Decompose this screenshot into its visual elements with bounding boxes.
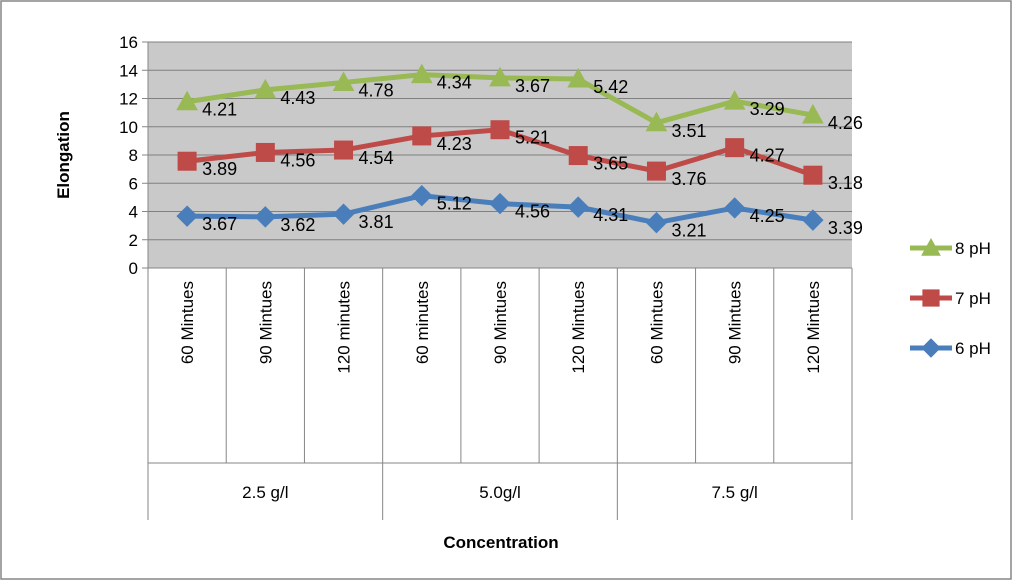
data-label-8ph: 4.43 [280,88,315,108]
y-tick-label: 4 [129,203,138,222]
point-8ph [723,90,746,110]
data-label-8ph: 4.34 [437,73,472,93]
y-tick-label: 6 [129,174,138,193]
point-6ph [645,211,668,234]
point-7ph [725,138,745,158]
data-label-7ph: 4.27 [750,146,785,166]
data-label-7ph: 4.56 [280,150,315,170]
point-8ph [645,111,668,132]
data-label-6ph: 3.67 [202,214,237,234]
data-label-8ph: 4.21 [202,100,237,120]
data-label-8ph: 3.51 [671,121,706,141]
data-label-8ph: 3.29 [750,99,785,119]
point-7ph [255,142,275,162]
y-tick-label: 10 [119,118,138,137]
data-label-7ph: 3.76 [671,169,706,189]
y-tick-label: 16 [119,33,138,52]
point-6ph [489,192,511,215]
point-8ph [567,67,590,88]
point-6ph [723,197,746,219]
y-axis-title: Elongation [54,111,73,199]
data-label-6ph: 3.62 [280,215,315,235]
point-8ph [489,66,511,87]
data-labels: 3.67 3.62 3.81 5.12 4.56 4.31 3.21 4.25 3.39 3.89… [202,73,863,241]
y-tick-label: 12 [119,90,138,109]
x-category-label: 120 Mintues [569,281,588,374]
y-tick-label: 2 [129,231,138,250]
data-label-7ph: 4.54 [359,148,394,168]
x-category-label: 90 Mintues [726,281,745,364]
x-axis-title: Concentration [443,533,558,552]
data-label-7ph: 3.65 [593,154,628,174]
legend-label-7ph: 7 pH [955,289,991,308]
point-7ph [412,126,432,146]
axes: 0 2 4 6 8 10 12 14 16 60 Mintues 90 Mintues 120 min… [119,33,853,520]
legend: 8 pH 7 pH 6 pH [910,237,991,358]
data-label-8ph: 4.78 [359,81,394,101]
point-7ph [334,140,354,160]
point-6ph [411,184,433,207]
point-7ph [490,120,510,140]
x-category-label: 90 Mintues [491,281,510,364]
point-8ph [802,103,824,124]
data-label-8ph: 3.67 [515,76,550,96]
data-label-6ph: 4.25 [750,206,785,226]
data-label-7ph: 3.89 [202,159,237,179]
x-category-label: 60 minutes [413,281,432,364]
x-category-label: 60 Mintues [647,281,666,364]
x-group-label: 7.5 g/l [712,483,758,502]
point-7ph [177,151,197,171]
data-label-7ph: 5.21 [515,128,550,148]
point-6ph [176,205,198,227]
data-label-6ph: 4.31 [593,205,628,225]
data-label-7ph: 3.18 [828,173,863,193]
x-category-label: 90 Mintues [256,281,275,364]
point-6ph [254,206,277,228]
data-label-6ph: 3.39 [828,218,863,238]
y-tick-label: 8 [129,146,138,165]
point-8ph [176,90,198,111]
data-label-6ph: 4.56 [515,202,550,222]
point-8ph [332,71,355,92]
point-8ph [254,78,277,99]
data-label-6ph: 3.81 [359,212,394,232]
y-tick-label: 0 [129,259,138,278]
point-7ph [568,146,588,166]
point-6ph [802,209,824,231]
data-label-7ph: 4.23 [437,134,472,154]
x-category-label: 120 Mintues [804,281,823,374]
point-6ph [332,203,355,225]
point-7ph [646,161,666,181]
data-label-6ph: 3.21 [671,221,706,241]
data-label-8ph: 5.42 [593,77,628,97]
series-group [176,63,824,234]
x-group-label: 5.0g/l [479,483,521,502]
point-6ph [567,196,589,218]
x-group-label: 2.5 g/l [242,483,288,502]
point-8ph [410,63,433,84]
legend-marker-7ph [922,289,940,307]
legend-marker-8ph [921,237,941,256]
legend-item-7ph: 7 pH [910,289,991,308]
x-category-label: 60 Mintues [178,281,197,364]
y-tick-label: 14 [119,61,138,80]
point-7ph [803,165,823,185]
data-label-8ph: 4.26 [828,113,863,133]
legend-marker-6ph [921,338,941,358]
legend-label-6ph: 6 pH [955,339,991,358]
legend-item-6ph: 6 pH [910,338,991,358]
x-category-label: 120 minutes [335,281,354,374]
legend-item-8ph: 8 pH [910,237,991,258]
data-label-6ph: 5.12 [437,194,472,214]
legend-label-8ph: 8 pH [955,239,991,258]
